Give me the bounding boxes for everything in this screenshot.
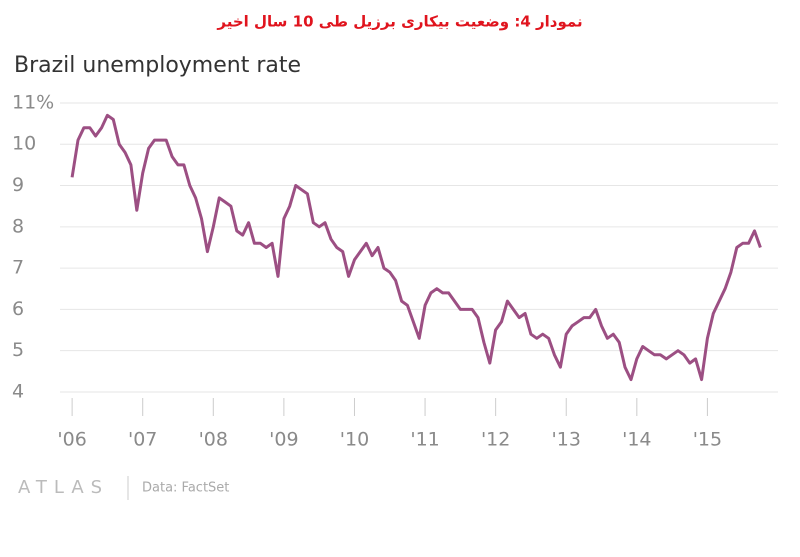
x-tick-label: '14: [622, 429, 651, 451]
y-tick-label: 6: [12, 298, 24, 320]
line: [70, 113, 762, 382]
x-tick-label: '13: [552, 429, 581, 451]
x-tick-label: '15: [693, 429, 722, 451]
y-tick-label: 10: [12, 133, 36, 155]
y-tick-label: 8: [12, 215, 24, 237]
brand: ATLAS: [18, 477, 109, 498]
source: Data: FactSet: [142, 481, 229, 496]
y-tick-label: 4: [12, 380, 24, 402]
x-tick-label: '10: [340, 429, 369, 451]
page-header: نمودار 4: وضعیت بیکاری برزیل طی 10 سال ا…: [216, 13, 582, 31]
y-tick-label: 11%: [12, 91, 54, 113]
x-tick-label: '08: [199, 429, 228, 451]
chart-title: Brazil unemployment rate: [14, 53, 301, 78]
x-tick-label: '12: [481, 429, 510, 451]
y-tick-label: 5: [12, 339, 24, 361]
y-tick-label: 7: [12, 257, 24, 279]
x-tick-label: '11: [410, 429, 439, 451]
x-tick-label: '07: [128, 429, 157, 451]
x-tick-label: '06: [57, 429, 86, 451]
x-tick-label: '09: [269, 429, 298, 451]
y-tick-label: 9: [12, 174, 24, 196]
